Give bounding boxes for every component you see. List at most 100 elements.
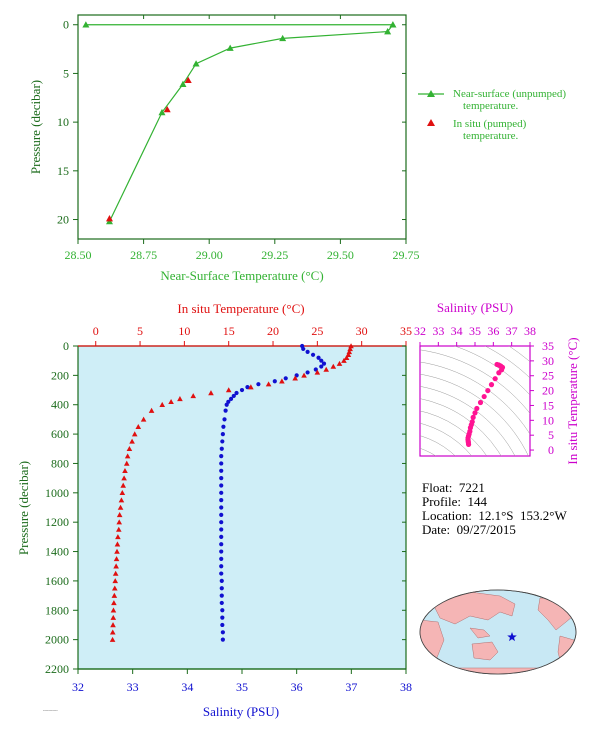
map-antarctica <box>429 667 567 674</box>
temperature-point <box>343 354 350 360</box>
x-tick-label: 29.25 <box>261 248 288 262</box>
ts-point <box>477 399 484 406</box>
temperature-point <box>323 366 330 372</box>
salinity-point <box>219 578 224 584</box>
temperature-point <box>116 512 123 518</box>
salinity-point <box>228 396 234 401</box>
temperature-point <box>115 526 122 532</box>
temperature-point <box>113 563 119 569</box>
salinity-point <box>231 393 236 399</box>
salinity-tick-label: 34 <box>181 680 193 694</box>
salinity-point <box>219 600 224 606</box>
x-tick-label: 28.50 <box>65 248 92 262</box>
legend-marker-red <box>427 119 435 126</box>
ts-y-tick-label: 30 <box>542 354 554 368</box>
salinity-point <box>220 431 225 437</box>
near-surface-legend: Near-surface (unpumped) temperature. In … <box>418 88 566 142</box>
salinity-point <box>219 556 224 561</box>
temperature-point <box>330 363 337 369</box>
salinity-point <box>239 387 245 393</box>
salinity-point <box>219 512 224 517</box>
float-number: Float: 7221 <box>422 480 485 495</box>
ts-point <box>470 414 476 420</box>
ts-x-label: Salinity (PSU) <box>437 300 513 315</box>
pressure-tick-label: 2200 <box>45 662 69 676</box>
salinity-point <box>219 527 224 532</box>
salinity-point <box>221 424 226 429</box>
ts-point <box>488 382 495 388</box>
ts-point <box>492 376 498 382</box>
temperature-point <box>122 467 128 474</box>
temperature-point <box>112 578 119 584</box>
x-tick-label: 28.75 <box>130 248 157 262</box>
salinity-point <box>219 571 224 576</box>
y-tick-label: 15 <box>57 164 69 178</box>
pressure-tick-label: 1400 <box>45 545 69 559</box>
temperature-point <box>109 629 116 635</box>
in-situ-point <box>105 215 113 222</box>
salinity-point <box>301 346 306 352</box>
salinity-point <box>220 608 225 613</box>
near-surface-y-ticks: 0 5 10 15 20 <box>57 18 406 227</box>
y-tick-label: 0 <box>63 18 69 32</box>
salinity-point <box>219 593 224 598</box>
temperature-point <box>292 375 298 381</box>
salinity-point <box>316 355 321 360</box>
profile-series <box>109 343 354 642</box>
y-tick-label: 5 <box>63 66 69 80</box>
salinity-point <box>219 505 224 510</box>
temperature-point <box>347 346 353 352</box>
pressure-ticks: 0 200 400 600 800 1000 1200 1400 1600 1800 2000 220… <box>45 339 406 676</box>
pressure-tick-label: 1600 <box>45 574 69 588</box>
salinity-point <box>219 446 224 451</box>
temperature-tick-label: 5 <box>137 324 143 338</box>
in-situ-point <box>184 76 192 84</box>
temperature-point <box>225 387 232 393</box>
profile-chart: 0 5 10 15 20 25 30 35 32 33 34 35 36 37 38 0 200 400 600… <box>16 301 412 719</box>
map-indonesia <box>469 627 491 639</box>
salinity-point <box>319 364 324 369</box>
salinity-point <box>219 490 224 495</box>
temperature-point <box>348 343 354 349</box>
temperature-point <box>177 396 183 402</box>
near-surface-point <box>226 44 234 51</box>
legend-entry-1: Near-surface (unpumped) <box>453 88 566 100</box>
salinity-point <box>224 402 229 407</box>
temperature-point <box>159 401 166 407</box>
salinity-point <box>219 476 224 481</box>
ts-y-label: In situ Temperature (°C) <box>565 337 580 464</box>
temperature-point <box>135 423 142 429</box>
location-map <box>419 589 577 675</box>
legend-entry-2: In situ (pumped) <box>453 118 527 130</box>
temperature-point <box>148 407 155 413</box>
temperature-point <box>208 390 214 396</box>
temperature-tick-label: 10 <box>178 324 190 338</box>
float-info-block: Float: 7221 Profile: 144 Location: 12.1°… <box>422 481 567 537</box>
temperature-tick-label: 35 <box>400 324 412 338</box>
temperature-tick-label: 30 <box>356 324 368 338</box>
salinity-point <box>220 630 225 635</box>
salinity-point <box>219 468 224 473</box>
temperature-point <box>113 556 120 562</box>
pressure-tick-label: 1000 <box>45 486 69 500</box>
temperature-point <box>168 398 174 405</box>
near-surface-point <box>158 108 166 116</box>
map-border <box>419 589 577 675</box>
temperature-point <box>118 497 125 503</box>
pressure-tick-label: 400 <box>51 398 69 412</box>
temperature-point <box>140 416 147 422</box>
ts-x-tick-label: 34 <box>451 324 463 338</box>
salinity-point <box>220 637 225 642</box>
temperature-point <box>111 585 118 591</box>
near-surface-point <box>389 21 397 28</box>
near-surface-point <box>82 21 90 28</box>
temperature-point <box>114 548 120 554</box>
salinity-point <box>219 586 224 591</box>
x-tick-label: 29.00 <box>196 248 223 262</box>
temperature-point <box>279 378 285 384</box>
ts-point <box>472 410 478 416</box>
pressure-tick-label: 1200 <box>45 515 69 529</box>
near-surface-point <box>192 60 200 67</box>
ts-y-tick-label: 15 <box>542 398 554 412</box>
